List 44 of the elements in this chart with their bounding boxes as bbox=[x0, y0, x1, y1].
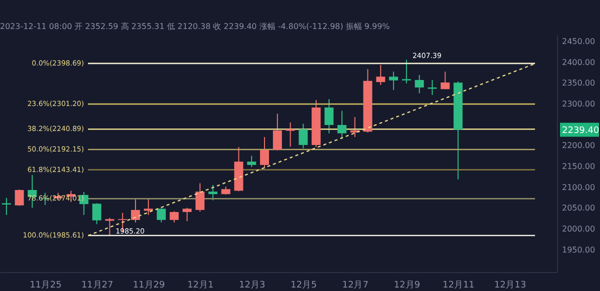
candlestick bbox=[247, 155, 256, 168]
candlestick bbox=[182, 207, 192, 222]
candlestick bbox=[130, 198, 140, 223]
chart-title: 2023-12-11 08:00 开 2352.59 高 2355.31 低 2120.38 收 2239.40 涨幅 -4.80%(-112.98) 振幅 9.99% bbox=[0, 22, 390, 31]
x-tick-label: 12月3 bbox=[239, 280, 266, 290]
candlestick bbox=[170, 210, 179, 223]
candlestick bbox=[156, 208, 166, 223]
candlestick bbox=[144, 198, 153, 216]
candlestick bbox=[337, 110, 346, 140]
candlestick bbox=[260, 136, 270, 169]
y-tick-label: 2000.00 bbox=[562, 224, 596, 234]
x-tick-label: 12月11 bbox=[442, 280, 475, 290]
y-tick-label: 2450.00 bbox=[562, 37, 596, 46]
y-tick-label: 2100.00 bbox=[562, 182, 596, 192]
candlestick bbox=[389, 71, 398, 90]
y-tick-label: 2050.00 bbox=[562, 204, 596, 213]
x-tick-label: 12月13 bbox=[494, 280, 526, 290]
candlestick bbox=[440, 71, 450, 90]
text: 2239.40 bbox=[562, 126, 600, 136]
x-tick-label: 11月25 bbox=[30, 280, 62, 290]
x-tick-label: 12月7 bbox=[342, 280, 368, 290]
candlestick bbox=[286, 122, 295, 148]
y-tick-label: 2400.00 bbox=[562, 58, 596, 67]
candlestick bbox=[14, 189, 24, 206]
candlestick bbox=[272, 113, 282, 151]
candlestick bbox=[92, 202, 102, 225]
x-tick-label: 12月5 bbox=[290, 280, 317, 290]
y-tick-label: 2300.00 bbox=[562, 100, 596, 109]
candlestick bbox=[196, 182, 205, 212]
x-tick-label: 11月29 bbox=[132, 280, 166, 290]
candlestick bbox=[376, 64, 386, 86]
candlestick bbox=[324, 98, 334, 134]
x-tick-label: 12月1 bbox=[187, 280, 214, 290]
candlestick bbox=[414, 74, 424, 94]
candlestick bbox=[402, 59, 411, 84]
y-tick-label: 2350.00 bbox=[562, 78, 596, 88]
candlestick bbox=[298, 123, 308, 149]
y-tick-label: 2150.00 bbox=[562, 162, 596, 172]
x-tick-label: 11月27 bbox=[81, 280, 114, 290]
y-tick-label: 2200.00 bbox=[562, 141, 596, 150]
candlestick bbox=[105, 217, 114, 236]
y-tick-label: 1950.00 bbox=[562, 245, 596, 254]
x-tick-label: 12月9 bbox=[394, 280, 420, 290]
candlestick bbox=[208, 184, 218, 201]
